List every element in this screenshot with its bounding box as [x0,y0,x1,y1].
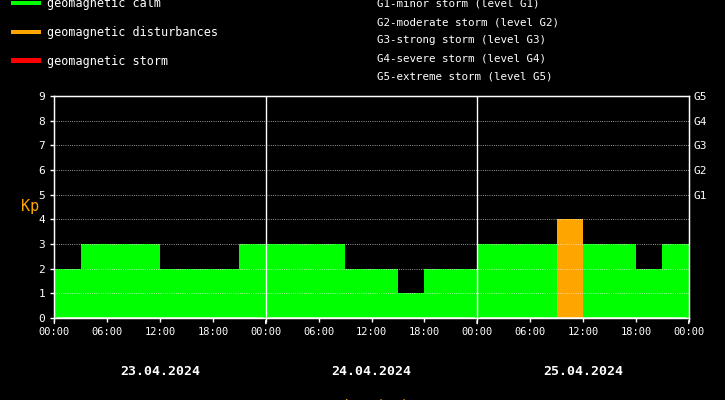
Text: geomagnetic calm: geomagnetic calm [47,0,161,10]
Text: G3-strong storm (level G3): G3-strong storm (level G3) [377,35,546,45]
Bar [11,30,41,34]
Y-axis label: Kp: Kp [21,200,39,214]
Bar [557,219,583,318]
Bar [11,58,41,63]
Bar [424,269,451,318]
Bar [292,244,319,318]
Text: G4-severe storm (level G4): G4-severe storm (level G4) [377,54,546,64]
Bar [160,269,186,318]
Bar [477,244,504,318]
Text: geomagnetic storm: geomagnetic storm [47,55,168,68]
Bar [371,269,398,318]
Bar [663,244,689,318]
Bar [266,244,292,318]
Bar [107,244,133,318]
Bar [530,244,557,318]
Text: 24.04.2024: 24.04.2024 [331,365,412,378]
Text: geomagnetic disturbances: geomagnetic disturbances [47,26,218,39]
Bar [213,269,239,318]
Bar [11,1,41,5]
Text: G5-extreme storm (level G5): G5-extreme storm (level G5) [377,72,552,82]
Text: Time (UT): Time (UT) [334,398,409,400]
Bar [451,269,477,318]
Text: G1-minor storm (level G1): G1-minor storm (level G1) [377,0,539,9]
Bar [133,244,160,318]
Bar [319,244,345,318]
Bar [610,244,636,318]
Bar [186,269,213,318]
Bar [345,269,371,318]
Text: 25.04.2024: 25.04.2024 [543,365,623,378]
Bar [80,244,107,318]
Bar [583,244,610,318]
Bar [239,244,266,318]
Bar [504,244,530,318]
Bar [54,269,80,318]
Text: G2-moderate storm (level G2): G2-moderate storm (level G2) [377,17,559,27]
Bar [636,269,663,318]
Text: 23.04.2024: 23.04.2024 [120,365,200,378]
Bar [398,293,424,318]
